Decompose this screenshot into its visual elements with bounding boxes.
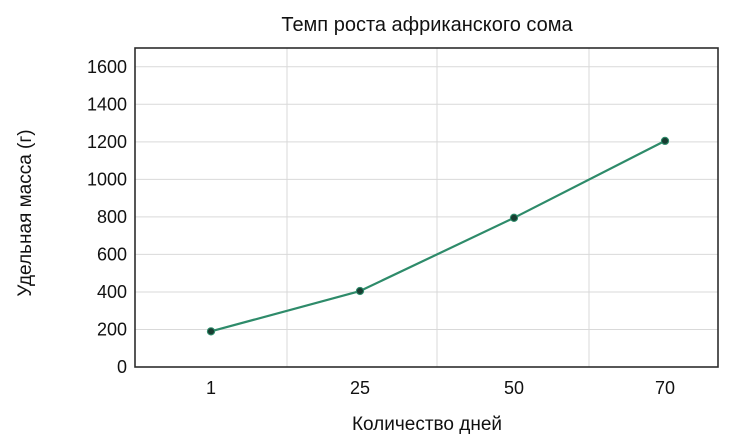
series-line [209,139,667,333]
y-tick-label: 1400 [87,94,127,114]
axes-layer [134,47,719,368]
data-point [355,286,365,296]
x-tick-label: 70 [655,378,675,398]
tick-layer: 0 200 400 600 800 1000 1200 1400 1600 1 25 50 70 [87,57,675,398]
y-tick-label: 200 [97,319,127,339]
y-tick-label: 1200 [87,132,127,152]
data-point [206,327,216,336]
y-tick-label: 1000 [87,169,127,189]
x-axis-label: Количество дней [352,414,502,435]
y-tick-label: 600 [97,244,127,264]
y-tick-label: 0 [117,357,127,377]
x-tick-label: 1 [206,378,216,398]
y-tick-label: 400 [97,282,127,302]
y-tick-label: 1600 [87,57,127,77]
chart-title: Темп роста африканского сома [281,14,573,36]
series-layer [206,136,670,336]
grid-layer [135,48,718,367]
data-point [660,136,670,146]
plot-frame [134,47,719,368]
x-tick-label: 50 [504,378,524,398]
x-tick-label: 25 [350,378,370,398]
y-axis-label: Удельная масса (г) [15,129,36,296]
y-tick-label: 800 [97,207,127,227]
data-point [509,213,519,222]
